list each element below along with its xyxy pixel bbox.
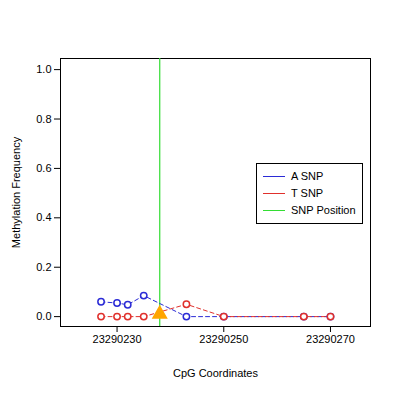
svg-text:CpG Coordinates: CpG Coordinates — [173, 367, 258, 379]
svg-text:23290250: 23290250 — [199, 333, 248, 345]
html-text:SNP Position: SNP Position — [291, 204, 356, 216]
svg-text:0.4: 0.4 — [36, 211, 51, 223]
html-text:A SNP: A SNP — [291, 170, 324, 182]
svg-text:1.0: 1.0 — [36, 63, 51, 75]
svg-text:Methylation Frequency: Methylation Frequency — [10, 136, 22, 248]
svg-text:0.0: 0.0 — [36, 310, 51, 322]
svg-text:0.6: 0.6 — [36, 162, 51, 174]
svg-text:0.2: 0.2 — [36, 261, 51, 273]
svg-text:0.8: 0.8 — [36, 113, 51, 125]
html-text:T SNP: T SNP — [291, 187, 324, 199]
svg-text:23290230: 23290230 — [93, 333, 142, 345]
svg-text:23290270: 23290270 — [306, 333, 355, 345]
